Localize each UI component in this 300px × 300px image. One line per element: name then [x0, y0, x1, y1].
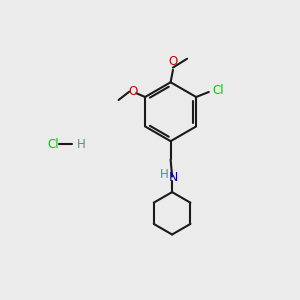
Text: H: H: [160, 168, 168, 181]
Text: O: O: [168, 55, 178, 68]
Text: H: H: [76, 138, 85, 151]
Text: N: N: [169, 171, 178, 184]
Text: O: O: [128, 85, 137, 98]
Text: Cl: Cl: [47, 138, 58, 151]
Text: Cl: Cl: [212, 84, 224, 97]
